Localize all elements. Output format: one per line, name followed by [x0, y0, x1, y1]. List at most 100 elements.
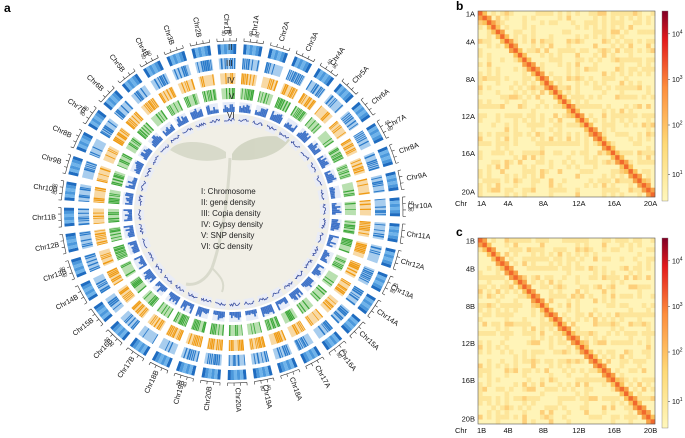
heatmap-cell	[508, 265, 514, 271]
gene-density-band-stripe	[200, 60, 204, 73]
heatmap-cell	[588, 127, 594, 133]
heatmap-cell	[495, 386, 501, 392]
heatmap-cell	[539, 169, 545, 174]
heatmap-cell	[513, 94, 519, 100]
gene-density-band-stripe	[260, 351, 264, 363]
chromosome-band	[105, 99, 115, 109]
snp-bar	[144, 272, 154, 281]
heatmap-cell	[491, 251, 496, 257]
heatmap-cell	[478, 187, 483, 193]
heatmap-cell	[562, 48, 567, 54]
copia-density-band-stripe	[135, 303, 144, 313]
gypsy-density-band-stripe	[132, 279, 143, 288]
heatmap-cell	[553, 256, 558, 262]
heatmap-cell	[584, 344, 589, 350]
heatmap-cell	[646, 169, 651, 174]
heatmap-cell	[584, 122, 589, 128]
heatmap-cell	[522, 396, 527, 401]
heatmap-cell	[650, 247, 656, 253]
heatmap-cell	[478, 284, 483, 290]
heatmap-cell	[557, 349, 563, 355]
heatmap-cell	[517, 178, 523, 184]
heatmap-cell	[539, 265, 545, 271]
heatmap-cell	[606, 48, 611, 54]
heatmap-cell	[539, 317, 545, 322]
heatmap-cell	[522, 173, 527, 179]
heatmap-cell	[531, 326, 536, 332]
chromosome-band	[389, 225, 400, 231]
heatmap-cell	[486, 169, 492, 174]
snp-bar	[203, 308, 207, 314]
heatmap-cell	[522, 275, 527, 281]
copia-density-band-stripe	[212, 338, 216, 350]
gc-line	[170, 134, 180, 144]
heatmap-cell	[553, 76, 558, 81]
heatmap-cell	[526, 238, 532, 243]
gene-density-band-stripe	[352, 287, 363, 295]
snp-bar	[127, 215, 133, 218]
chromosome-band	[203, 45, 209, 57]
heatmap-cell	[628, 94, 634, 100]
x-tick-label: 4B	[503, 426, 512, 435]
heatmap-cell	[628, 368, 634, 374]
heatmap-cell	[539, 349, 545, 355]
chromosome-band	[154, 352, 162, 363]
scale-arc	[280, 369, 299, 377]
heatmap-cell	[539, 159, 545, 165]
heatmap-cell	[610, 289, 616, 294]
heatmap-cell	[504, 414, 510, 420]
chromosome-band	[191, 48, 197, 59]
heatmap-cell	[637, 321, 642, 327]
heatmap-cell	[526, 340, 532, 346]
axis-label: Chr	[455, 426, 468, 435]
heatmap-cell	[491, 187, 496, 193]
heatmap-cell	[579, 169, 585, 174]
gypsy-density-band-stripe	[228, 88, 231, 100]
heatmap-cell	[650, 48, 656, 54]
heatmap-cell	[619, 400, 625, 406]
scale-tick	[139, 64, 142, 68]
heatmap-cell	[553, 312, 558, 318]
scale-tick	[354, 331, 357, 334]
heatmap-cell	[570, 335, 576, 341]
gypsy-density-band-stripe	[141, 126, 150, 136]
heatmap-cell	[593, 284, 598, 290]
heatmap-cell	[539, 113, 545, 119]
heatmap-cell	[504, 261, 510, 267]
snp-bar	[295, 288, 300, 294]
heatmap-cell	[539, 66, 545, 72]
heatmap-cell	[610, 372, 616, 378]
gypsy-density-band-stripe	[112, 178, 124, 183]
copia-density-band-stripe	[346, 148, 357, 155]
heatmap-cell	[584, 117, 589, 123]
heatmap-cell	[562, 187, 567, 193]
heatmap-cell	[513, 247, 519, 253]
chromosome-band	[342, 322, 353, 332]
heatmap-cell	[522, 169, 527, 174]
heatmap-cell	[566, 99, 572, 105]
copia-density-band-stripe	[95, 235, 107, 239]
heatmap-cell	[597, 312, 603, 318]
copia-density-band-stripe	[267, 78, 271, 90]
heatmap-cell	[500, 261, 505, 267]
gypsy-density-band-stripe	[332, 262, 344, 268]
heatmap-cell	[562, 94, 567, 100]
chromosome-band	[281, 52, 289, 64]
heatmap-cell	[504, 145, 510, 151]
chromosome-label: Chr8B	[51, 123, 73, 140]
heatmap-cell	[526, 368, 532, 374]
gypsy-density-band-stripe	[285, 310, 293, 321]
heatmap-cell	[566, 261, 572, 267]
gypsy-density-band-stripe	[341, 238, 353, 243]
heatmap-cell	[548, 117, 554, 123]
heatmap-cell	[531, 307, 536, 313]
heatmap-cell	[495, 400, 501, 406]
chromosome-band	[103, 101, 113, 111]
heatmap-cell	[539, 43, 545, 49]
heatmap-cell	[513, 298, 519, 304]
snp-bar	[287, 124, 293, 130]
chromosome-band	[376, 273, 387, 281]
gene-density-band-stripe	[241, 58, 245, 70]
heatmap-cell	[637, 317, 642, 322]
circos-center	[134, 114, 330, 310]
